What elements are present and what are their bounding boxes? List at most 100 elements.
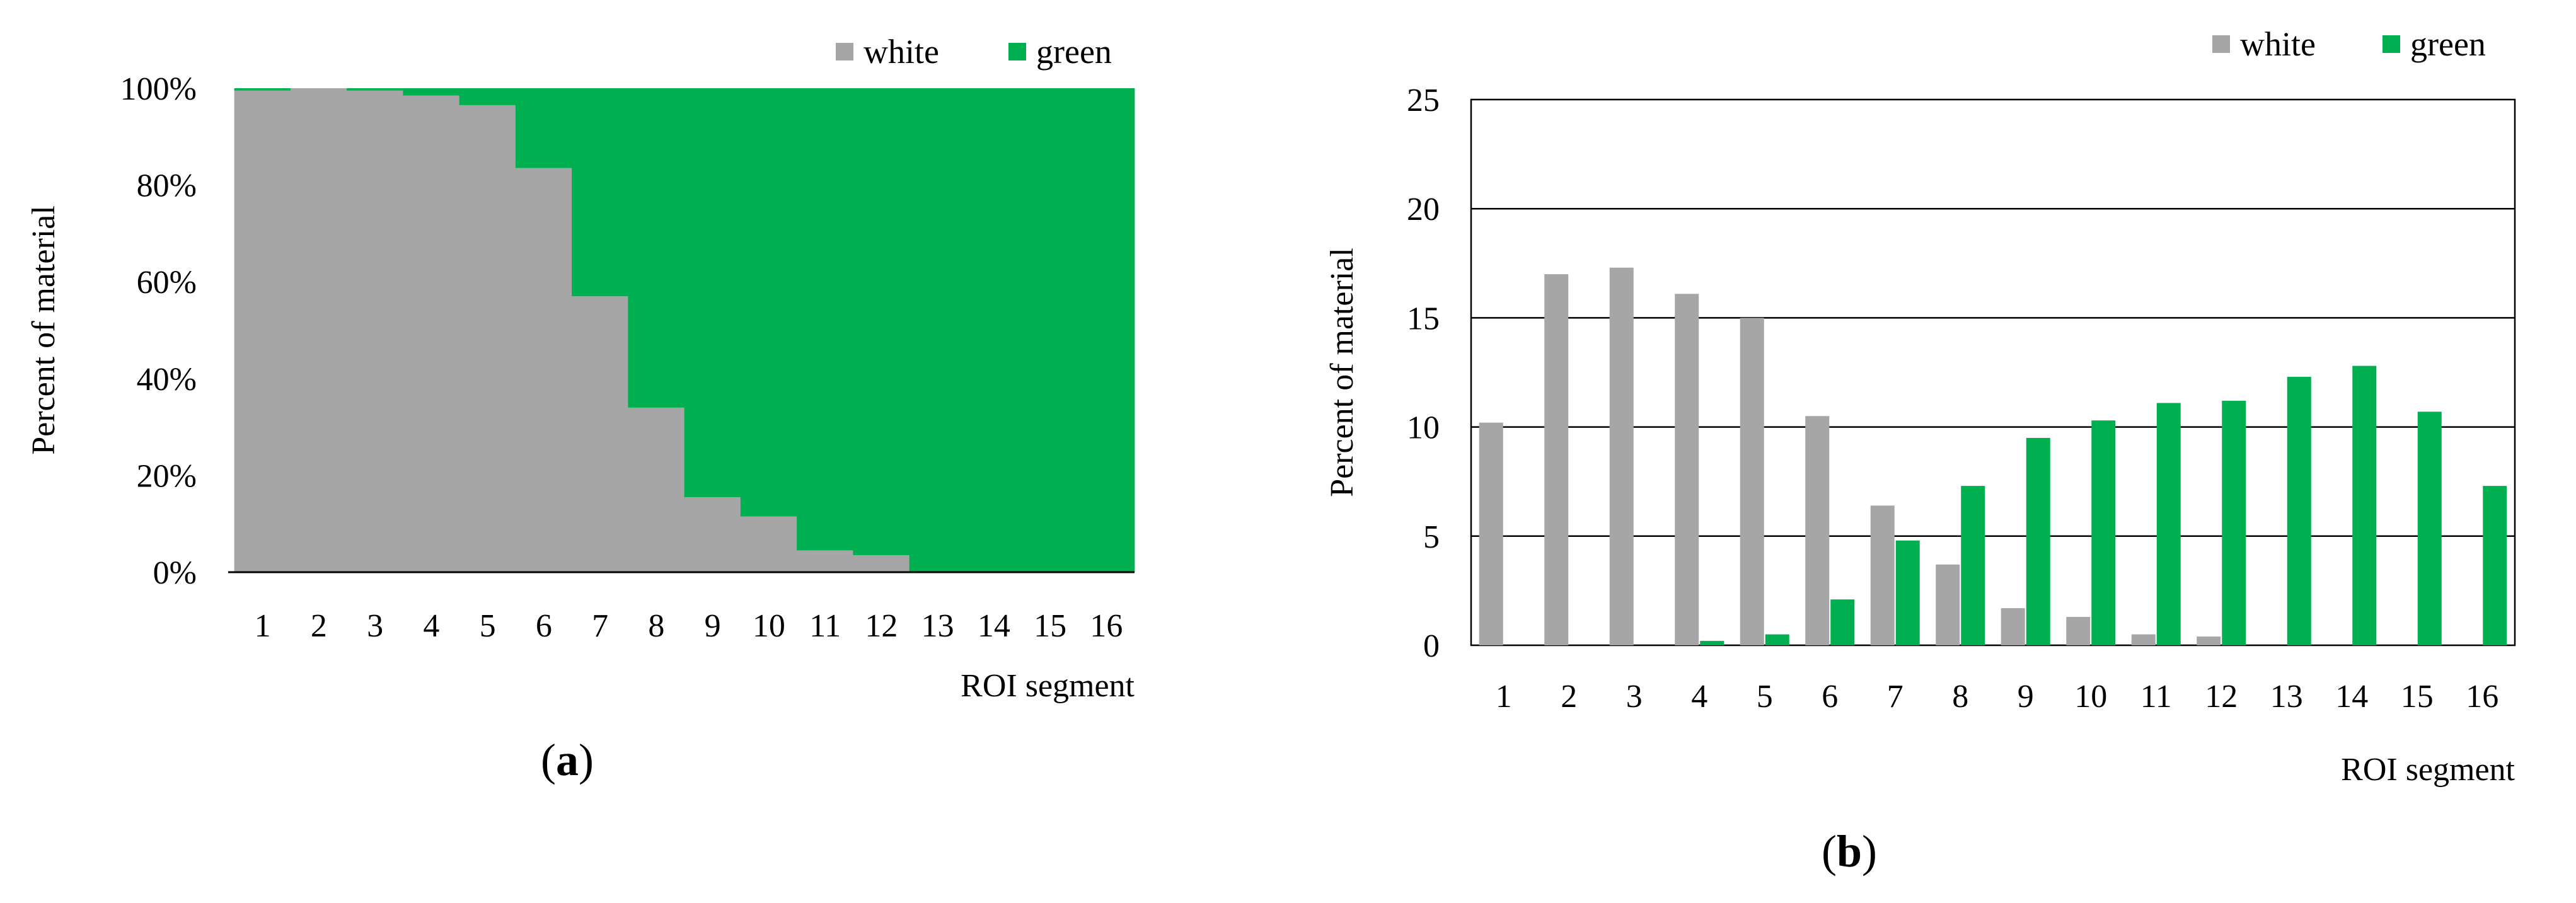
x-tick-label: 8	[1952, 679, 1968, 715]
bar-green	[347, 88, 404, 91]
x-tick-label: 16	[1090, 608, 1123, 644]
panel-label-a: (a)	[541, 735, 594, 785]
bar-green	[572, 88, 629, 297]
bar-green	[2483, 486, 2507, 645]
x-tick-label: 14	[2335, 679, 2368, 715]
bar-green	[403, 88, 460, 96]
bar-green	[1078, 88, 1135, 572]
y-tick-label: 15	[1407, 301, 1440, 336]
bar-green	[2352, 365, 2377, 645]
bar-white	[1479, 422, 1503, 645]
bar-white	[1805, 416, 1830, 645]
bar-white	[1936, 564, 1960, 645]
x-tick-label: 10	[753, 608, 785, 644]
x-tick-label: 15	[1034, 608, 1066, 644]
y-tick-label: 5	[1423, 519, 1440, 555]
x-tick-label: 7	[1887, 679, 1903, 715]
x-tick-label: 8	[648, 608, 664, 644]
bar-green	[965, 88, 1022, 572]
bar-white	[459, 105, 516, 572]
x-tick-label: 1	[1496, 679, 1512, 715]
bar-green	[1765, 634, 1789, 645]
x-tick-label: 13	[921, 608, 954, 644]
x-tick-label: 6	[1822, 679, 1838, 715]
x-tick-label: 11	[2140, 679, 2172, 715]
x-axis-title: ROI segment	[961, 668, 1135, 704]
x-tick-label: 12	[2205, 679, 2238, 715]
x-tick-label: 3	[367, 608, 383, 644]
bar-green	[740, 88, 797, 517]
legend-swatch-white	[2212, 35, 2230, 53]
bar-green	[2156, 403, 2181, 645]
bar-green	[515, 88, 572, 168]
legend-swatch-green	[2383, 35, 2400, 53]
bar-green	[2287, 376, 2311, 645]
x-tick-label: 4	[1691, 679, 1707, 715]
y-tick-label: 0	[1423, 628, 1440, 664]
y-tick-label: 25	[1407, 83, 1440, 118]
x-tick-label: 12	[865, 608, 898, 644]
bar-white	[797, 550, 854, 572]
x-axis-title: ROI segment	[2341, 752, 2515, 788]
bar-green	[2222, 401, 2246, 645]
bar-green	[2417, 411, 2442, 645]
x-tick-label: 3	[1626, 679, 1643, 715]
bar-green	[234, 88, 291, 91]
y-tick-label: 20	[1407, 192, 1440, 227]
x-tick-label: 2	[311, 608, 327, 644]
bar-white	[515, 168, 572, 573]
bar-white	[403, 95, 460, 572]
bar-white	[2131, 634, 2156, 645]
x-tick-label: 5	[480, 608, 496, 644]
bar-green	[909, 88, 966, 572]
legend-label-green: green	[1036, 33, 1112, 71]
bar-green	[1700, 641, 1724, 645]
x-tick-label: 15	[2401, 679, 2434, 715]
bar-white	[2001, 608, 2025, 645]
y-tick-label: 40%	[137, 362, 197, 398]
bar-white	[1609, 267, 1634, 645]
x-tick-label: 13	[2270, 679, 2303, 715]
stacked-bar-chart: 0%20%40%60%80%100%1 2 3 4 5 6 7 8 9 10 11 12 13 14 15 1…	[26, 33, 1135, 704]
bar-white	[853, 555, 910, 572]
x-tick-label: 9	[2018, 679, 2034, 715]
x-tick-label: 9	[705, 608, 721, 644]
x-tick-label: 16	[2466, 679, 2498, 715]
x-tick-label: 7	[592, 608, 608, 644]
x-tick-label: 14	[978, 608, 1010, 644]
y-axis-title: Percent of material	[26, 205, 62, 455]
x-tick-label: 11	[809, 608, 841, 644]
x-tick-label: 4	[423, 608, 439, 644]
y-tick-label: 10	[1407, 410, 1440, 446]
bar-white	[2066, 616, 2091, 645]
bar-white	[684, 497, 741, 572]
y-tick-label: 60%	[137, 265, 197, 301]
y-axis-title: Percent of material	[1324, 248, 1360, 497]
bar-white	[2197, 636, 2221, 645]
y-tick-label: 20%	[137, 458, 197, 494]
bar-green	[1830, 599, 1855, 645]
y-tick-label: 100%	[120, 71, 197, 107]
legend-swatch-green	[1008, 43, 1026, 60]
bar-white	[290, 88, 347, 572]
x-tick-label: 6	[536, 608, 552, 644]
bar-white	[347, 90, 404, 573]
bar-green	[1022, 88, 1079, 572]
bar-green	[797, 88, 854, 551]
bar-green	[2091, 420, 2116, 645]
bar-white	[628, 407, 685, 572]
bar-white	[740, 516, 797, 572]
bar-green	[853, 88, 910, 556]
bar-white	[1870, 505, 1895, 645]
bar-white	[1675, 294, 1699, 645]
bar-green	[628, 88, 685, 408]
x-tick-label: 10	[2074, 679, 2107, 715]
legend-label-white: white	[2240, 25, 2316, 63]
bar-green	[2026, 437, 2050, 645]
y-tick-label: 0%	[153, 555, 197, 591]
bar-green	[1895, 540, 1920, 645]
panel-label-b: (b)	[1822, 826, 1878, 877]
y-tick-label: 80%	[137, 168, 197, 204]
bar-white	[1544, 274, 1569, 645]
bar-green	[684, 88, 741, 497]
